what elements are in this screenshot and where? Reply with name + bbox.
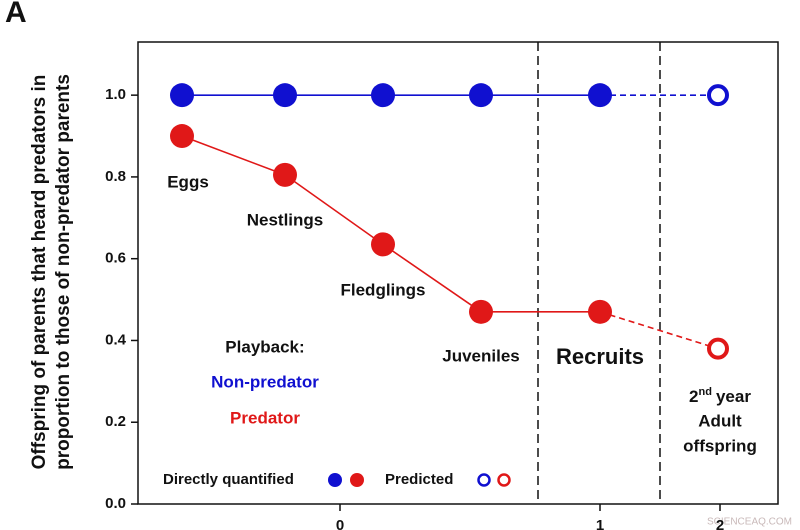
x-tick-label: 1 bbox=[596, 517, 604, 530]
stage-label-part: 2 bbox=[689, 387, 698, 406]
legend-entry: Non-predator bbox=[211, 372, 319, 391]
legend-quantified: Directly quantified bbox=[163, 471, 294, 488]
stage-label-part: year bbox=[716, 387, 751, 406]
y-tick-label: 0.2 bbox=[105, 413, 126, 430]
plot-frame bbox=[137, 41, 779, 505]
stage-label: Adult bbox=[698, 411, 742, 430]
stage-label: Recruits bbox=[556, 344, 644, 369]
stage-label: Eggs bbox=[167, 172, 209, 191]
series-segment bbox=[599, 311, 719, 350]
stage-label-part: nd bbox=[699, 386, 712, 398]
legend-marker bbox=[497, 473, 511, 487]
point bbox=[170, 83, 194, 108]
y-tick-label: 1.0 bbox=[105, 86, 126, 103]
legend-title: Playback: bbox=[225, 337, 304, 356]
point bbox=[469, 83, 493, 108]
stage-label: 2nd year bbox=[689, 386, 751, 407]
legend-marker bbox=[477, 473, 491, 487]
legend-entry: Predator bbox=[230, 408, 300, 427]
point bbox=[273, 83, 297, 108]
y-axis-label: Offspring of parents that heard predator… bbox=[29, 75, 50, 470]
legend-predicted: Predicted bbox=[385, 471, 453, 488]
y-tick-label: 0.4 bbox=[105, 331, 127, 348]
point bbox=[588, 83, 612, 108]
x-tick-label: 0 bbox=[336, 517, 344, 530]
y-axis-label: proportion to those of non-predator pare… bbox=[53, 74, 74, 470]
y-tick-label: 0.6 bbox=[105, 250, 126, 267]
stage-label: Juveniles bbox=[442, 346, 520, 365]
point bbox=[707, 337, 729, 360]
y-tick-label: 0.0 bbox=[105, 495, 126, 512]
point bbox=[588, 299, 612, 324]
point bbox=[273, 162, 297, 187]
point bbox=[371, 232, 395, 257]
legend-marker bbox=[328, 473, 342, 487]
series-segment bbox=[284, 174, 384, 246]
panel-letter: A bbox=[5, 0, 27, 29]
point bbox=[469, 299, 493, 324]
stage-label: Nestlings bbox=[247, 210, 324, 229]
series-segment bbox=[181, 135, 286, 176]
point bbox=[707, 84, 729, 107]
series-segment bbox=[382, 243, 482, 313]
stage-label: Fledglings bbox=[341, 280, 426, 299]
legend-marker bbox=[350, 473, 364, 487]
point bbox=[170, 124, 194, 149]
watermark: SCIENCEAQ.COM bbox=[707, 517, 792, 528]
y-tick-label: 0.8 bbox=[105, 168, 126, 185]
x-tick-label: 2 bbox=[716, 517, 724, 530]
point bbox=[371, 83, 395, 108]
stage-label: offspring bbox=[683, 436, 757, 455]
